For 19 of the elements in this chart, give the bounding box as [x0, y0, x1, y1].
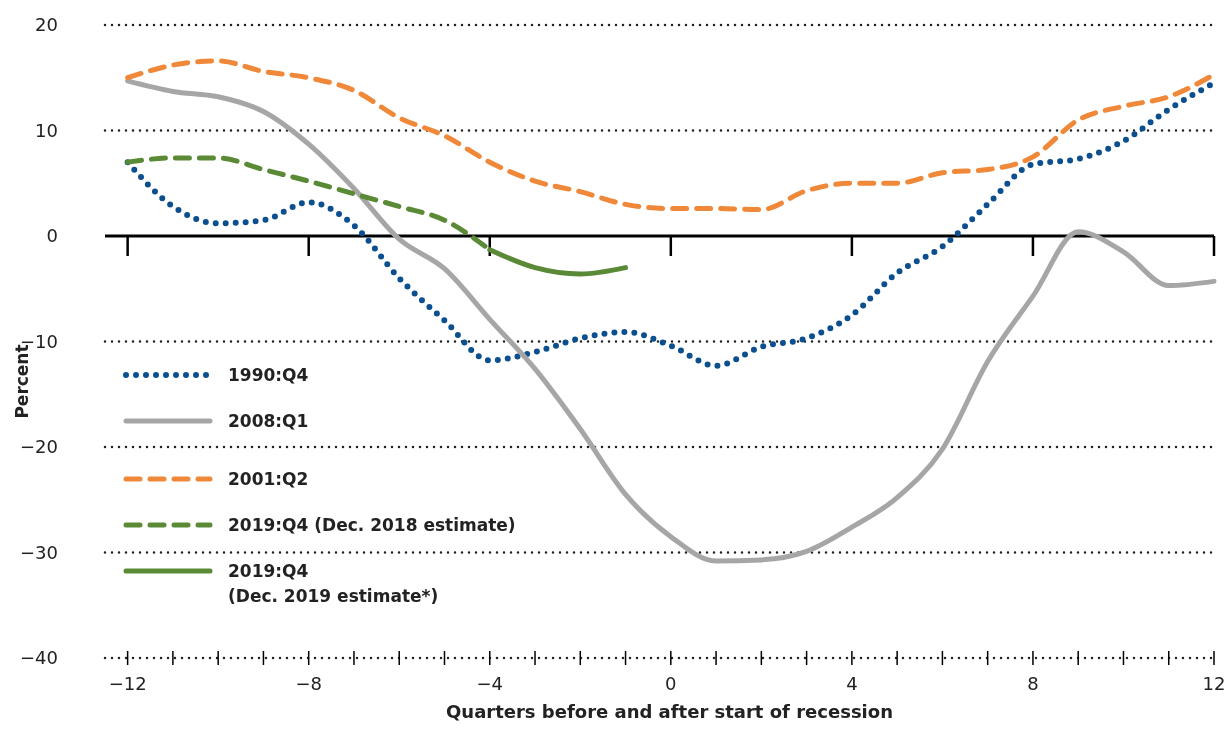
x-tick-label: −4	[476, 673, 504, 694]
x-tick-label: −8	[295, 673, 322, 694]
y-tick-label: 0	[46, 225, 58, 247]
x-tick-label: 12	[1202, 673, 1225, 694]
y-tick-label: 20	[35, 14, 58, 36]
y-tick-label: 10	[35, 119, 58, 141]
x-axis-title: Quarters before and after start of recession	[446, 701, 893, 722]
legend-label: 2001:Q2	[228, 468, 309, 489]
legend-label: 2008:Q1	[228, 410, 309, 431]
x-tick-label: 0	[665, 673, 677, 694]
x-tick-label: −12	[108, 673, 147, 694]
legend-label: 1990:Q4	[228, 364, 309, 385]
y-tick-label: −30	[20, 541, 58, 563]
x-tick-label: 8	[1027, 673, 1039, 694]
legend-label: 2019:Q4 (Dec. 2018 estimate)	[228, 514, 516, 535]
y-tick-label: −40	[20, 647, 58, 669]
legend-label: 2019:Q4 (Dec. 2019 estimate*)	[228, 560, 439, 607]
x-tick-label: 4	[846, 673, 858, 694]
y-tick-label: −20	[20, 436, 58, 458]
